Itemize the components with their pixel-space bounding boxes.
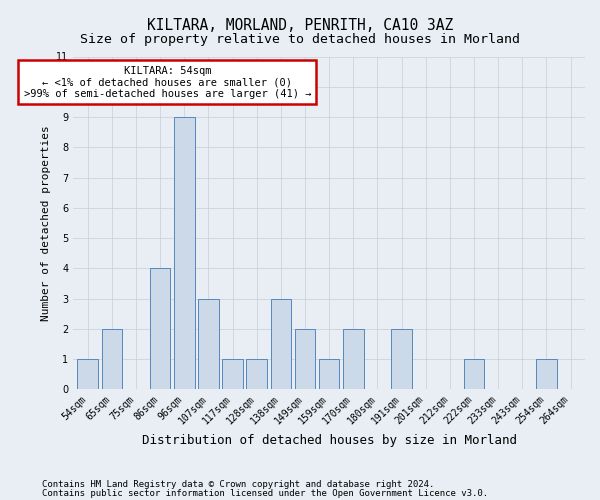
Bar (536, 359, 557, 390)
Bar (198, 298, 218, 390)
Bar (222, 359, 243, 390)
Bar (77, 359, 98, 390)
Bar (174, 117, 194, 390)
Bar (295, 329, 315, 390)
Bar (271, 298, 291, 390)
Bar (319, 359, 340, 390)
Text: KILTARA: 54sqm
← <1% of detached houses are smaller (0)
>99% of semi-detached ho: KILTARA: 54sqm ← <1% of detached houses … (23, 66, 311, 99)
Text: Size of property relative to detached houses in Morland: Size of property relative to detached ho… (80, 32, 520, 46)
Text: KILTARA, MORLAND, PENRITH, CA10 3AZ: KILTARA, MORLAND, PENRITH, CA10 3AZ (147, 18, 453, 32)
Text: Contains HM Land Registry data © Crown copyright and database right 2024.: Contains HM Land Registry data © Crown c… (42, 480, 434, 489)
Bar (101, 329, 122, 390)
X-axis label: Distribution of detached houses by size in Morland: Distribution of detached houses by size … (142, 434, 517, 448)
Text: Contains public sector information licensed under the Open Government Licence v3: Contains public sector information licen… (42, 488, 488, 498)
Y-axis label: Number of detached properties: Number of detached properties (41, 125, 50, 321)
Bar (150, 268, 170, 390)
Bar (391, 329, 412, 390)
Bar (464, 359, 484, 390)
Bar (343, 329, 364, 390)
Bar (247, 359, 267, 390)
